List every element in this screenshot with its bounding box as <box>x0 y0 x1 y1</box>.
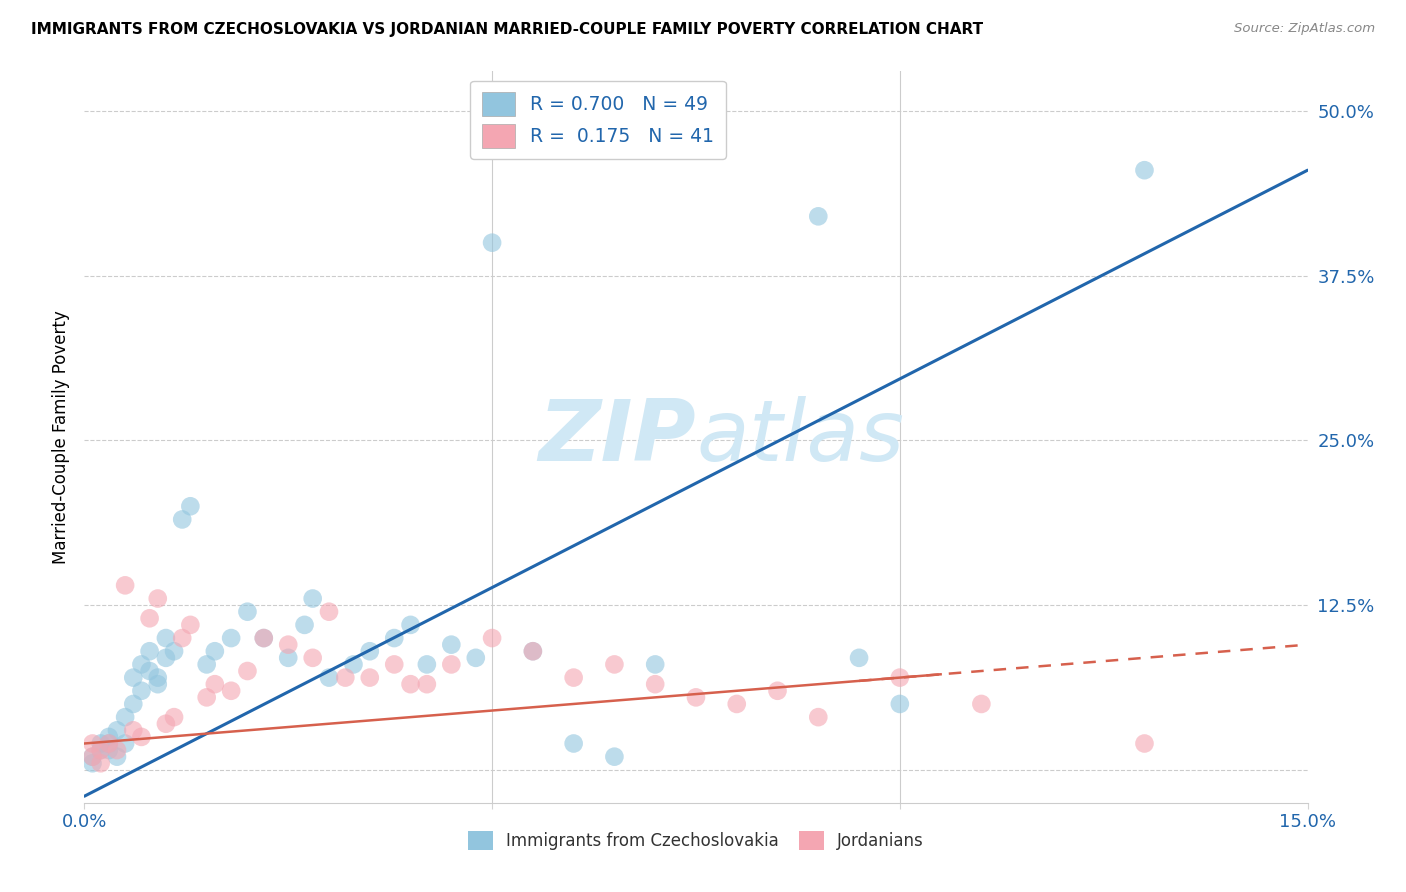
Point <box>562 737 585 751</box>
Point <box>399 677 422 691</box>
Point <box>1133 163 1156 178</box>
Point <box>301 591 323 606</box>
Point <box>416 657 439 672</box>
Point <box>138 664 160 678</box>
Point <box>97 737 120 751</box>
Point <box>204 677 226 691</box>
Point <box>90 737 112 751</box>
Text: ZIP: ZIP <box>538 395 696 479</box>
Point <box>179 618 201 632</box>
Point <box>172 631 194 645</box>
Point <box>146 671 169 685</box>
Point <box>318 605 340 619</box>
Point <box>105 723 128 738</box>
Point <box>138 644 160 658</box>
Point <box>236 605 259 619</box>
Point <box>82 737 104 751</box>
Text: IMMIGRANTS FROM CZECHOSLOVAKIA VS JORDANIAN MARRIED-COUPLE FAMILY POVERTY CORREL: IMMIGRANTS FROM CZECHOSLOVAKIA VS JORDAN… <box>31 22 983 37</box>
Point <box>1133 737 1156 751</box>
Point <box>562 671 585 685</box>
Point <box>114 578 136 592</box>
Point <box>685 690 707 705</box>
Point <box>155 650 177 665</box>
Point <box>464 650 486 665</box>
Point <box>179 500 201 514</box>
Point <box>522 644 544 658</box>
Point <box>807 710 830 724</box>
Text: atlas: atlas <box>696 395 904 479</box>
Point <box>131 657 153 672</box>
Point <box>219 683 242 698</box>
Point <box>603 749 626 764</box>
Point <box>807 210 830 224</box>
Point <box>294 618 316 632</box>
Point <box>155 716 177 731</box>
Point <box>382 657 405 672</box>
Point <box>163 710 186 724</box>
Point <box>138 611 160 625</box>
Point <box>277 638 299 652</box>
Point <box>204 644 226 658</box>
Point <box>97 743 120 757</box>
Point <box>146 591 169 606</box>
Point <box>131 683 153 698</box>
Point <box>82 749 104 764</box>
Point <box>82 756 104 771</box>
Point <box>114 710 136 724</box>
Point <box>440 657 463 672</box>
Point <box>416 677 439 691</box>
Point <box>481 631 503 645</box>
Point <box>253 631 276 645</box>
Y-axis label: Married-Couple Family Poverty: Married-Couple Family Poverty <box>52 310 70 564</box>
Point <box>725 697 748 711</box>
Point <box>82 749 104 764</box>
Point <box>163 644 186 658</box>
Point <box>122 697 145 711</box>
Point <box>603 657 626 672</box>
Point <box>195 690 218 705</box>
Point <box>105 743 128 757</box>
Point <box>766 683 789 698</box>
Point <box>889 697 911 711</box>
Point <box>122 723 145 738</box>
Point <box>90 756 112 771</box>
Point <box>155 631 177 645</box>
Point <box>131 730 153 744</box>
Text: Source: ZipAtlas.com: Source: ZipAtlas.com <box>1234 22 1375 36</box>
Point <box>848 650 870 665</box>
Point <box>236 664 259 678</box>
Legend: Immigrants from Czechoslovakia, Jordanians: Immigrants from Czechoslovakia, Jordania… <box>461 824 931 856</box>
Point <box>122 671 145 685</box>
Point <box>335 671 357 685</box>
Point <box>889 671 911 685</box>
Point <box>146 677 169 691</box>
Point <box>195 657 218 672</box>
Point <box>644 677 666 691</box>
Point <box>970 697 993 711</box>
Point <box>318 671 340 685</box>
Point <box>90 743 112 757</box>
Point <box>114 737 136 751</box>
Point <box>90 743 112 757</box>
Point <box>399 618 422 632</box>
Point <box>359 644 381 658</box>
Point <box>219 631 242 645</box>
Point <box>644 657 666 672</box>
Point <box>105 749 128 764</box>
Point <box>277 650 299 665</box>
Point <box>382 631 405 645</box>
Point <box>481 235 503 250</box>
Point <box>440 638 463 652</box>
Point <box>342 657 364 672</box>
Point <box>253 631 276 645</box>
Point <box>359 671 381 685</box>
Point <box>522 644 544 658</box>
Point <box>301 650 323 665</box>
Point <box>97 737 120 751</box>
Point <box>97 730 120 744</box>
Point <box>172 512 194 526</box>
